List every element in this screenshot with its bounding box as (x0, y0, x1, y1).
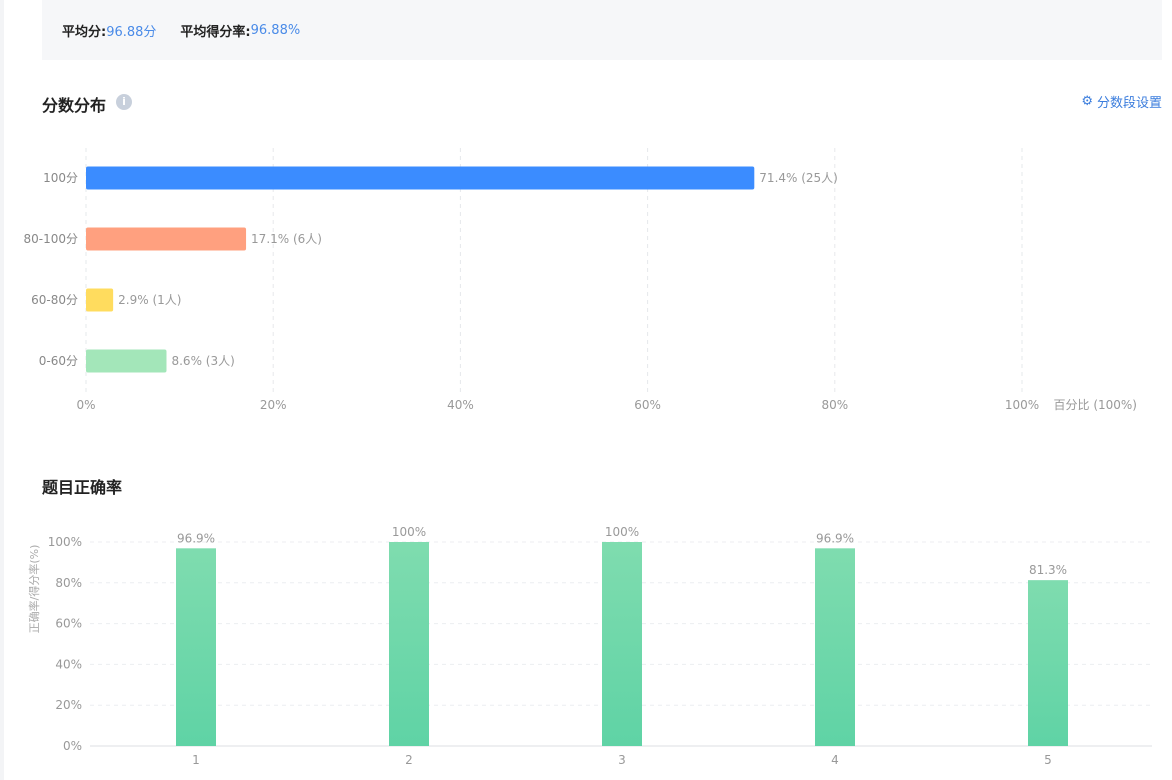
left-border (0, 0, 4, 780)
x-axis-label: 百分比 (100%) (1054, 398, 1138, 412)
bar[interactable] (1028, 580, 1068, 746)
avg-rate-value: 96.88% (250, 22, 301, 38)
question-correctness-chart: 0% 20% 40% 60% 80% 100% 正确率/得分率(%) 96.9% 1 100% 2 1… (27, 525, 1152, 767)
x-tick-label: 40% (447, 398, 474, 412)
data-label: 71.4% (25人) (759, 171, 838, 185)
y-tick-label: 40% (55, 657, 82, 671)
summary-bar: 平均分: 96.88分 平均得分率: 96.88% (42, 0, 1162, 60)
y-tick-label: 0% (63, 739, 82, 753)
x-tick-label: 20% (260, 398, 287, 412)
y-tick-label: 20% (55, 698, 82, 712)
info-icon[interactable]: i (116, 94, 132, 110)
x-tick-label: 0% (76, 398, 95, 412)
bar[interactable] (815, 548, 855, 746)
score-range-settings-button[interactable]: ⚙ 分数段设置 (1081, 92, 1162, 111)
bar[interactable] (86, 349, 167, 373)
bar[interactable] (86, 227, 247, 251)
y-tick-label: 80-100分 (23, 232, 78, 246)
data-label: 17.1% (6人) (251, 232, 322, 246)
bar[interactable] (86, 288, 114, 312)
score-distribution-chart: 0% 20% 40% 60% 80% 100% 百分比 (100%) 100分 71.4% (2… (23, 148, 1138, 412)
x-tick-label: 5 (1044, 753, 1052, 767)
avg-score-value: 96.88分 (106, 24, 157, 40)
bar[interactable] (176, 548, 216, 746)
data-label: 96.9% (816, 531, 854, 545)
x-tick-label: 3 (618, 753, 626, 767)
data-label: 100% (392, 525, 426, 539)
y-tick-label: 0-60分 (39, 354, 78, 368)
bar[interactable] (86, 166, 755, 190)
data-label: 81.3% (1029, 563, 1067, 577)
y-tick-label: 80% (55, 576, 82, 590)
y-axis-label: 正确率/得分率(%) (27, 545, 41, 634)
data-label: 100% (605, 525, 639, 539)
x-tick-label: 80% (821, 398, 848, 412)
y-tick-label: 60-80分 (31, 293, 78, 307)
x-tick-label: 4 (831, 753, 839, 767)
correctness-title: 题目正确率 (42, 478, 123, 497)
distribution-title: 分数分布 (42, 96, 107, 115)
x-tick-label: 2 (405, 753, 413, 767)
x-tick-label: 1 (192, 753, 200, 767)
settings-label: 分数段设置 (1096, 96, 1162, 111)
y-tick-label: 100% (48, 535, 82, 549)
y-tick-label: 100分 (43, 171, 78, 185)
avg-score-label: 平均分: (62, 24, 107, 40)
data-label: 96.9% (177, 531, 215, 545)
x-tick-label: 100% (1005, 398, 1039, 412)
avg-rate-label: 平均得分率: (180, 24, 251, 40)
bar[interactable] (389, 542, 429, 746)
gear-icon: ⚙ (1081, 94, 1093, 109)
data-label: 2.9% (1人) (118, 293, 181, 307)
data-label: 8.6% (3人) (171, 354, 234, 368)
y-tick-label: 60% (55, 617, 82, 631)
bar[interactable] (602, 542, 642, 746)
x-tick-label: 60% (634, 398, 661, 412)
